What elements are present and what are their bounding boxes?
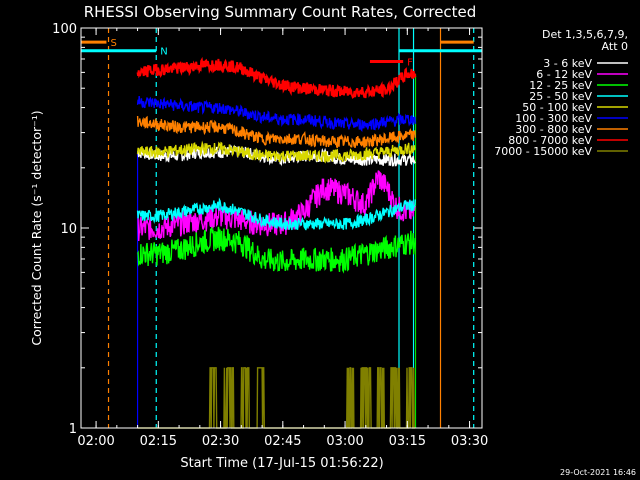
x-tick-label: 03:15 — [389, 434, 426, 449]
legend-label: 3 - 6 keV — [543, 57, 592, 70]
x-tick-label: 02:45 — [264, 434, 301, 449]
flag-label: F — [407, 57, 413, 68]
legend-label: 50 - 100 keV — [522, 101, 592, 114]
flag-label: S — [110, 38, 116, 49]
y-axis-ticks: 1 10 100 — [52, 22, 482, 437]
x-tick-label: 03:00 — [326, 434, 363, 449]
series-line — [137, 144, 416, 167]
series-line — [136, 140, 416, 164]
y-tick-label: 100 — [52, 22, 77, 37]
y-axis-label: Corrected Count Rate (s⁻¹ detector⁻¹) — [29, 110, 44, 345]
x-tick-label: 02:00 — [77, 434, 114, 449]
x-tick-label: 02:15 — [140, 434, 177, 449]
series-line — [136, 226, 416, 274]
x-axis-label: Start Time (17-Jul-15 01:56:22) — [180, 456, 383, 471]
timestamp: 29-Oct-2021 16:46 — [560, 468, 636, 477]
x-axis-ticks: 02:00 02:15 02:30 02:45 03:00 03:15 03:30 — [77, 28, 488, 449]
y-tick-label: 1 — [69, 422, 77, 437]
legend-label: 25 - 50 keV — [529, 90, 592, 103]
legend-header-line1: Det 1,3,5,6,7,9, — [542, 28, 628, 41]
legend-label: 12 - 25 keV — [529, 79, 592, 92]
legend-label: 300 - 800 keV — [515, 123, 592, 136]
legend-label: 800 - 7000 keV — [508, 134, 592, 147]
flag-label: N — [160, 47, 167, 58]
legend-label: 100 - 300 keV — [515, 112, 592, 125]
series-line — [136, 95, 416, 132]
vertical-markers — [107, 28, 475, 428]
legend-header-line2: Att 0 — [602, 40, 628, 53]
series-line — [136, 197, 416, 231]
x-tick-label: 03:30 — [451, 434, 488, 449]
series-line — [137, 170, 416, 242]
series-line — [136, 56, 417, 99]
series-line — [136, 115, 416, 149]
flag-bars: S N F — [81, 38, 482, 68]
series-group — [136, 56, 417, 429]
x-tick-label: 02:30 — [202, 434, 239, 449]
y-tick-label: 10 — [60, 222, 77, 237]
legend-label: 7000 - 15000 keV — [494, 145, 592, 158]
chart-title: RHESSI Observing Summary Count Rates, Co… — [84, 3, 477, 21]
legend-label: 6 - 12 keV — [536, 68, 592, 81]
